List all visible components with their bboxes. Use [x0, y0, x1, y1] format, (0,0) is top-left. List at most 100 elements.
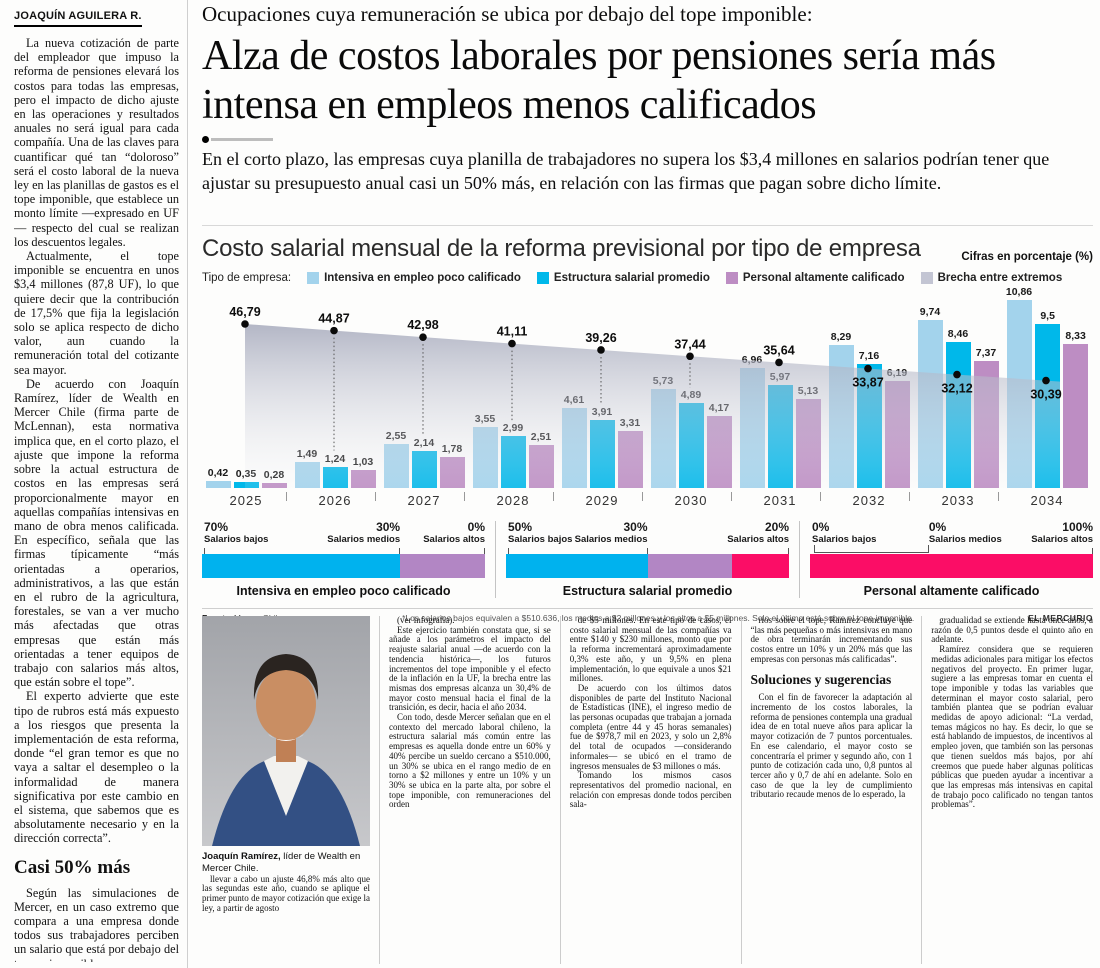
body-paragraph: Ramírez considera que se requieren medid… [931, 644, 1093, 810]
bar [1006, 300, 1032, 488]
bullet-dot [202, 136, 209, 144]
brecha-dot [330, 326, 338, 335]
bar-value-label: 1,78 [441, 443, 463, 456]
axis-tick [642, 492, 643, 501]
bar-value-label: 2,55 [385, 429, 407, 442]
tick-mark [204, 547, 205, 554]
year-group-2031: 6,96 5,97 5,13 [738, 354, 822, 488]
legend-item-label: Brecha entre extremos [937, 272, 1063, 284]
bar-value-label: 6,19 [886, 366, 908, 379]
bar-value-label: 9,74 [919, 305, 941, 318]
bar-value-label: 1,03 [352, 456, 374, 469]
distribution-labels: 70% Salarios bajos 30% Salarios medios 0% Sal… [202, 520, 485, 554]
bar-value-label: 2,14 [413, 436, 435, 449]
bar-column: 4,61 [561, 394, 587, 488]
bar-value-label: 5,13 [797, 385, 819, 398]
bar [706, 415, 732, 488]
lead-paragraph: De acuerdo con Joaquín Ramírez, líder de… [14, 376, 179, 690]
bar-column: 7,37 [973, 347, 999, 488]
bar [828, 344, 854, 488]
distribution-bar [810, 554, 1093, 578]
distribution-group: 50% Salarios bajos 30% Salarios medios 20% Sa… [506, 520, 789, 598]
brecha-value-label: 44,87 [318, 312, 349, 326]
bar-value-label: 8,29 [830, 330, 852, 343]
bar-column: 1,03 [350, 456, 376, 488]
bar [589, 420, 615, 488]
distribution-group: 0% Salarios bajos 0% Salarios medios 100% Sal… [810, 520, 1093, 598]
distribution-divider [799, 521, 800, 598]
bar-column: 0,42 [205, 467, 231, 488]
section-subhead-soluciones: Soluciones y sugerencias [750, 671, 892, 687]
chart-title: Costo salarial mensual de la reforma pre… [202, 235, 921, 262]
bar-value-label: 6,96 [741, 353, 763, 366]
bar-value-label: 9,5 [1040, 309, 1055, 322]
lead-paragraph: El experto advierte que este tipo de rub… [14, 689, 179, 846]
bar-column: 8,33 [1063, 330, 1089, 488]
distribution-pct: 50% [508, 520, 533, 534]
bar-column: 3,31 [617, 416, 643, 488]
bar [233, 481, 259, 488]
distribution-segment [506, 554, 648, 578]
distribution-name: Salarios medios [928, 533, 1002, 545]
distribution-label: 30% Salarios medios [575, 520, 648, 554]
distribution-segment [400, 554, 485, 578]
bar-column: 7,16 [856, 350, 882, 488]
body-paragraph: gradualidad se extiende hasta once años,… [931, 616, 1093, 645]
bar-value-label: 3,31 [619, 416, 641, 429]
bar-value-label: 8,46 [947, 327, 969, 340]
bar-column: 5,73 [650, 374, 676, 488]
bar-column: 4,17 [706, 402, 732, 488]
year-label: 2030 [674, 493, 708, 508]
publisher-credit: EL MERCURIO [1028, 613, 1093, 623]
distribution-label: 0% Salarios medios [928, 520, 1002, 546]
body-paragraph: rios sobre el tope, Ramírez concluye que… [750, 616, 913, 664]
tick-mark [508, 547, 509, 554]
distribution-pct: 100% [1062, 520, 1093, 534]
distribution-segment [732, 554, 789, 578]
legend-item: Brecha entre extremos [920, 272, 1063, 284]
chart-legend: Tipo de empresa: Intensiva en empleo poc… [202, 272, 1093, 284]
bar [856, 364, 882, 488]
portrait-illustration [202, 616, 370, 846]
infographic: Costo salarial mensual de la reforma pre… [202, 225, 1093, 623]
bar [1035, 323, 1061, 488]
bar-column: 0,35 [233, 468, 259, 488]
bar [767, 384, 793, 488]
brecha-value-label: 41,11 [497, 325, 528, 339]
bar-column: 8,29 [828, 330, 854, 488]
year-group-2033: 9,74 8,46 7,37 [916, 305, 1000, 488]
legend-swatch [920, 272, 933, 284]
section-subhead-casi-50: Casi 50% más [14, 856, 131, 878]
bar [411, 450, 437, 488]
bar-column: 1,49 [294, 448, 320, 488]
distribution-label: 70% Salarios bajos [204, 520, 268, 554]
distribution-label: 0% Salarios altos [423, 520, 485, 554]
bar [439, 457, 465, 488]
distribution-pct: 30% [376, 520, 401, 534]
distribution-segment [202, 554, 401, 578]
year-group-2025: 0,42 0,35 0,28 [204, 467, 288, 488]
distribution-divider [495, 521, 496, 598]
distribution-segment [810, 554, 1093, 578]
body-column-2: (ver infografía). Este ejercicio también… [379, 616, 551, 964]
body-column-5: gradualidad se extiende hasta once años,… [921, 616, 1093, 964]
year-group-2029: 4,61 3,91 3,31 [560, 394, 644, 488]
brecha-value-label: 37,44 [674, 337, 705, 351]
axis-tick [731, 492, 732, 501]
brecha-dot [686, 352, 694, 361]
axis-tick [820, 492, 821, 501]
bar-value-label: 7,16 [858, 350, 880, 363]
axis-tick [464, 492, 465, 501]
brecha-dot [241, 320, 249, 328]
chart-plot: 0,42 0,35 0,28 1,49 1,24 1,03 2,55 2,14 1,78 3,55… [202, 286, 1093, 488]
bar-column: 9,5 [1035, 309, 1061, 488]
year-group-2027: 2,55 2,14 1,78 [382, 430, 466, 488]
tick-mark [646, 547, 648, 554]
distribution-segment [647, 554, 733, 578]
bar [205, 480, 231, 488]
distribution-group: 70% Salarios bajos 30% Salarios medios 0% Sal… [202, 520, 485, 598]
distribution-name: Salarios bajos [812, 533, 877, 545]
column-divider [187, 0, 188, 968]
bar-value-label: 5,73 [652, 374, 674, 387]
distribution-name: Salarios medios [327, 533, 401, 545]
